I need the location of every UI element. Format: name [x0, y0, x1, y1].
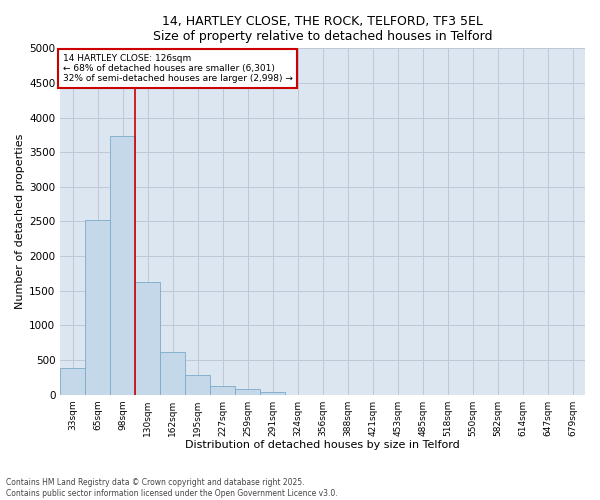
Bar [110, 136, 135, 394]
Bar [235, 390, 260, 394]
Bar [160, 352, 185, 395]
Text: Contains HM Land Registry data © Crown copyright and database right 2025.
Contai: Contains HM Land Registry data © Crown c… [6, 478, 338, 498]
X-axis label: Distribution of detached houses by size in Telford: Distribution of detached houses by size … [185, 440, 460, 450]
Bar [210, 386, 235, 394]
Text: 14 HARTLEY CLOSE: 126sqm
← 68% of detached houses are smaller (6,301)
32% of sem: 14 HARTLEY CLOSE: 126sqm ← 68% of detach… [63, 54, 293, 84]
Bar [135, 282, 160, 395]
Title: 14, HARTLEY CLOSE, THE ROCK, TELFORD, TF3 5EL
Size of property relative to detac: 14, HARTLEY CLOSE, THE ROCK, TELFORD, TF… [153, 15, 493, 43]
Bar [60, 368, 85, 394]
Y-axis label: Number of detached properties: Number of detached properties [15, 134, 25, 309]
Bar [85, 220, 110, 394]
Bar [185, 375, 210, 394]
Bar [260, 392, 285, 394]
